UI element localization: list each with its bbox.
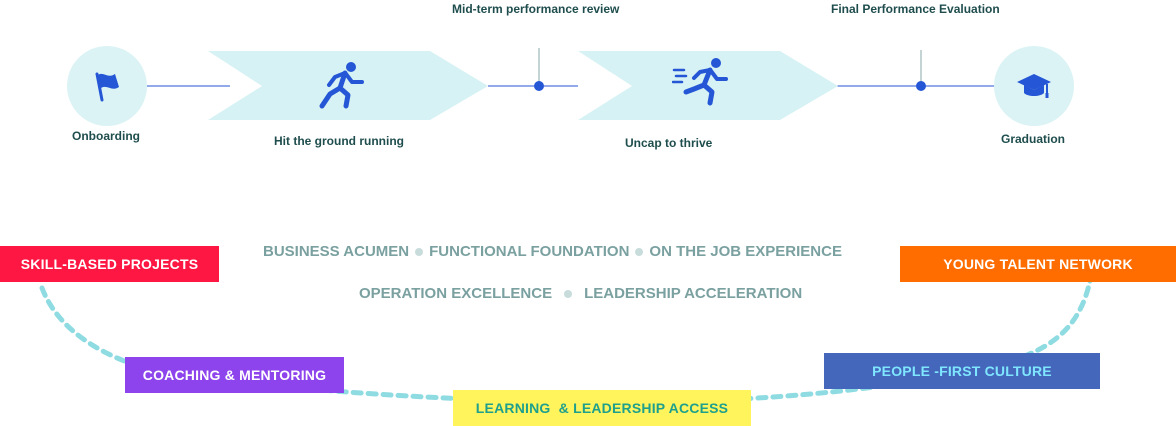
pillar-leadership-acceleration: LEADERSHIP ACCELERATION	[584, 285, 803, 302]
stage-graduation-label: Graduation	[1001, 132, 1066, 146]
pillars-row-1: BUSINESS ACUMEN FUNCTIONAL FOUNDATION ON T…	[263, 243, 842, 260]
pillar-functional-foundation: FUNCTIONAL FOUNDATION	[429, 243, 630, 260]
milestone-final-label: Final Performance Evaluation	[831, 2, 1000, 16]
pillar-on-the-job: ON THE JOB EXPERIENCE	[649, 243, 842, 260]
tag-people-first-culture: PEOPLE -FIRST CULTURE	[824, 353, 1100, 389]
sprinting-person-icon	[672, 58, 728, 106]
pillar-operation-excellence: OPERATION EXCELLENCE	[359, 285, 553, 302]
tag-skill-based-projects: SKILL-BASED PROJECTS	[0, 246, 219, 282]
chevron-hit-the-ground	[208, 51, 488, 120]
graduation-circle	[994, 46, 1074, 126]
tag-coaching-mentoring: COACHING & MENTORING	[125, 357, 344, 393]
separator-dot	[635, 248, 644, 257]
stage-hit-the-ground-label: Hit the ground running	[274, 134, 404, 148]
separator-dot	[564, 290, 573, 299]
tag-young-talent-network: YOUNG TALENT NETWORK	[900, 246, 1176, 282]
tag-learning-leadership: LEARNING & LEADERSHIP ACCESS	[453, 390, 751, 426]
stage-onboarding-label: Onboarding	[72, 129, 140, 143]
pillars-row-2: OPERATION EXCELLENCE LEADERSHIP ACCELERAT…	[359, 285, 802, 302]
graduation-cap-icon	[1017, 74, 1051, 98]
onboarding-circle	[67, 46, 147, 126]
pillar-business-acumen: BUSINESS ACUMEN	[263, 243, 410, 260]
running-person-icon	[319, 62, 364, 109]
milestone-dot-final	[916, 81, 926, 91]
milestone-mid-term-label: Mid-term performance review	[452, 2, 620, 16]
separator-dot	[415, 248, 424, 257]
flag-icon	[95, 72, 119, 102]
stage-uncap-label: Uncap to thrive	[625, 136, 713, 150]
milestone-dot-mid-term	[534, 81, 544, 91]
